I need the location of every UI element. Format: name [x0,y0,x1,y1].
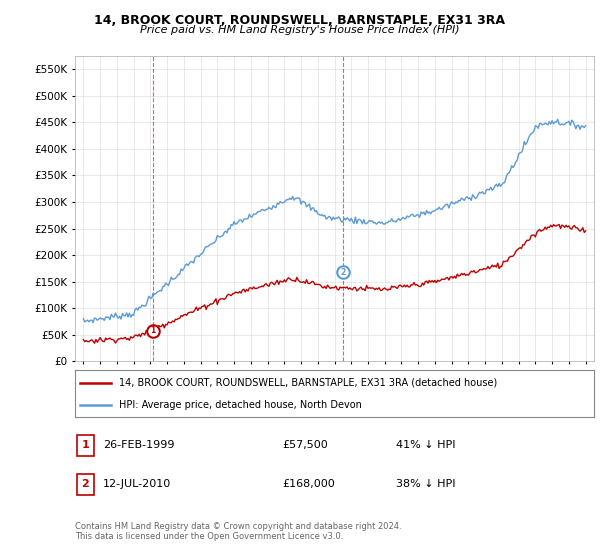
Text: Contains HM Land Registry data © Crown copyright and database right 2024.
This d: Contains HM Land Registry data © Crown c… [75,522,401,542]
Text: 38% ↓ HPI: 38% ↓ HPI [396,479,455,489]
Text: 2: 2 [82,479,89,489]
Text: £57,500: £57,500 [282,440,328,450]
Text: 26-FEB-1999: 26-FEB-1999 [103,440,175,450]
Text: 12-JUL-2010: 12-JUL-2010 [103,479,171,489]
Text: HPI: Average price, detached house, North Devon: HPI: Average price, detached house, Nort… [119,400,362,410]
Text: 14, BROOK COURT, ROUNDSWELL, BARNSTAPLE, EX31 3RA (detached house): 14, BROOK COURT, ROUNDSWELL, BARNSTAPLE,… [119,378,497,388]
Text: 1: 1 [150,326,155,335]
Text: 2: 2 [341,268,346,277]
Text: 14, BROOK COURT, ROUNDSWELL, BARNSTAPLE, EX31 3RA: 14, BROOK COURT, ROUNDSWELL, BARNSTAPLE,… [95,14,505,27]
Text: Price paid vs. HM Land Registry's House Price Index (HPI): Price paid vs. HM Land Registry's House … [140,25,460,35]
Text: £168,000: £168,000 [282,479,335,489]
Text: 41% ↓ HPI: 41% ↓ HPI [396,440,455,450]
Text: 1: 1 [82,440,89,450]
